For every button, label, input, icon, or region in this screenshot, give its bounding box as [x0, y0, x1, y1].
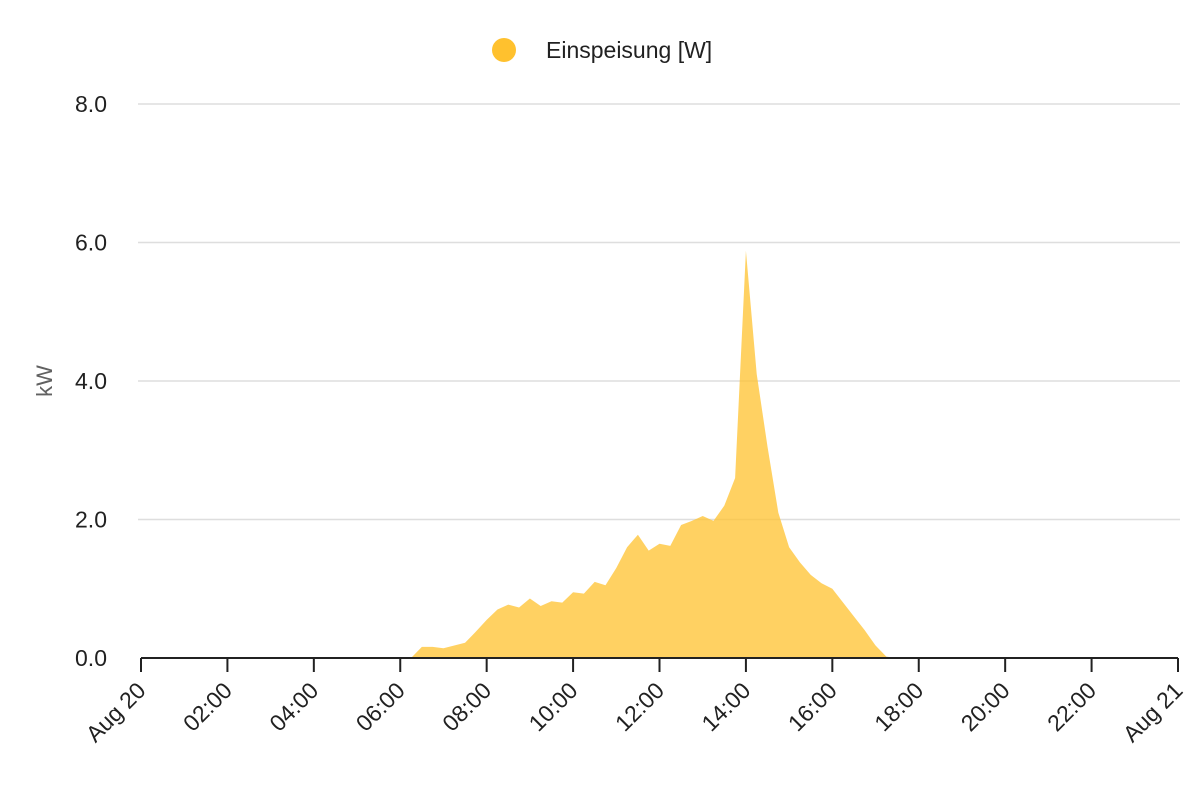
x-tick-label: Aug 21	[1118, 677, 1188, 747]
x-tick-label: 20:00	[956, 677, 1015, 736]
series-area	[141, 250, 1178, 658]
y-tick-label: 6.0	[75, 230, 107, 256]
x-tick-label: 04:00	[264, 677, 323, 736]
y-axis-title: kW	[32, 365, 57, 397]
y-axis-ticks: 0.0 2.0 4.0 6.0 8.0	[75, 91, 107, 671]
x-tick-label: 12:00	[610, 677, 669, 736]
y-tick-label: 8.0	[75, 91, 107, 117]
x-tick-label: 16:00	[783, 677, 842, 736]
legend[interactable]: Einspeisung [W]	[492, 37, 712, 63]
x-tick-label: 10:00	[524, 677, 583, 736]
legend-marker	[492, 38, 516, 62]
y-tick-label: 0.0	[75, 645, 107, 671]
legend-label: Einspeisung [W]	[546, 37, 712, 63]
grid	[138, 103, 1180, 521]
x-tick-label: 22:00	[1042, 677, 1101, 736]
x-tick-label: 14:00	[696, 677, 755, 736]
x-tick-label: 18:00	[869, 677, 928, 736]
series-layer	[141, 250, 1178, 658]
x-tick-label: Aug 20	[81, 677, 151, 747]
y-tick-label: 2.0	[75, 507, 107, 533]
x-tick-label: 02:00	[178, 677, 237, 736]
x-tick-label: 06:00	[351, 677, 410, 736]
x-axis-ticks: Aug 20 02:00 04:00 06:00 08:00 10:00 12:00 14:0…	[81, 658, 1188, 747]
x-tick-label: 08:00	[437, 677, 496, 736]
y-tick-label: 4.0	[75, 368, 107, 394]
